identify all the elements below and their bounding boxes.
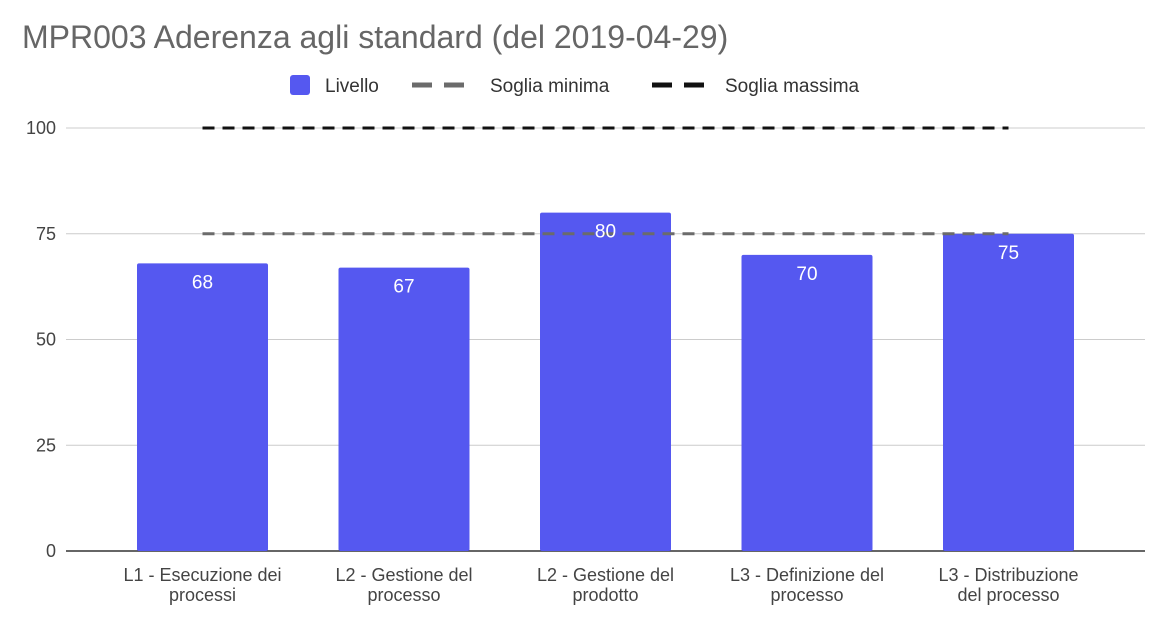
threshold-lines [202,126,1009,236]
bar [540,212,671,551]
x-category-label: L1 - Esecuzione dei processi [123,565,281,605]
x-category-label: L3 - Definizione del processo [730,565,884,605]
legend-label: Livello [325,76,379,97]
bar [137,263,268,551]
bar-data-label: 67 [393,277,414,298]
x-category-label: L2 - Gestione del prodotto [537,565,674,605]
legend-label: Soglia massima [725,76,860,97]
bar [741,254,873,551]
legend: Livello Soglia minima Soglia massima [290,75,860,97]
x-category-label: L3 - Distribuzione del processo [938,565,1078,605]
y-axis-ticks: 0 25 50 75 100 [26,118,56,561]
legend-swatch [290,75,310,95]
y-tick-label: 0 [46,541,56,561]
y-tick-label: 75 [36,224,56,244]
legend-item: Soglia minima [412,76,610,97]
y-tick-label: 25 [36,435,56,455]
chart-title: MPR003 Aderenza agli standard (del 2019-… [22,19,728,55]
data-labels: 68 67 80 70 75 [192,222,1019,298]
bar-data-label: 70 [796,264,817,285]
legend-item: Livello [290,75,379,97]
bar-data-label: 68 [192,272,213,293]
legend-item: Soglia massima [652,76,860,97]
legend-label: Soglia minima [490,76,610,97]
y-tick-label: 50 [36,330,56,350]
bar-series [137,212,1074,551]
y-tick-label: 100 [26,118,56,138]
bar [338,267,470,551]
bar-data-label: 75 [998,243,1019,264]
x-axis-categories: L1 - Esecuzione dei processi L2 - Gestione… [123,565,1078,605]
x-category-label: L2 - Gestione del processo [335,565,472,605]
bar-data-label: 80 [595,222,616,243]
bar [943,233,1074,551]
